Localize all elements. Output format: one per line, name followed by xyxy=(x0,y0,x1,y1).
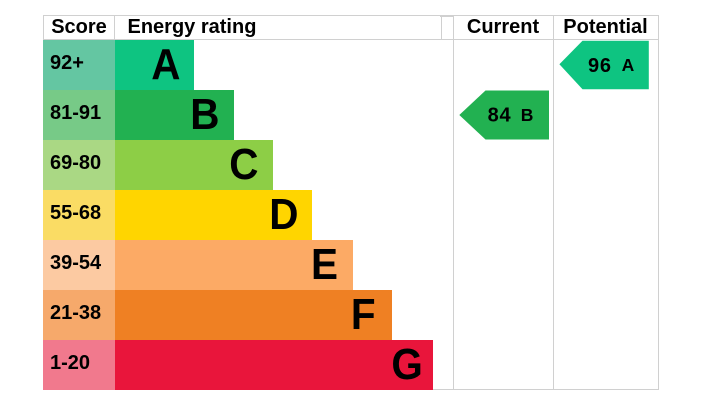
svg-text:B: B xyxy=(520,105,533,125)
svg-text:96: 96 xyxy=(587,55,611,77)
svg-text:A: A xyxy=(621,55,634,75)
svg-text:84: 84 xyxy=(487,105,511,127)
